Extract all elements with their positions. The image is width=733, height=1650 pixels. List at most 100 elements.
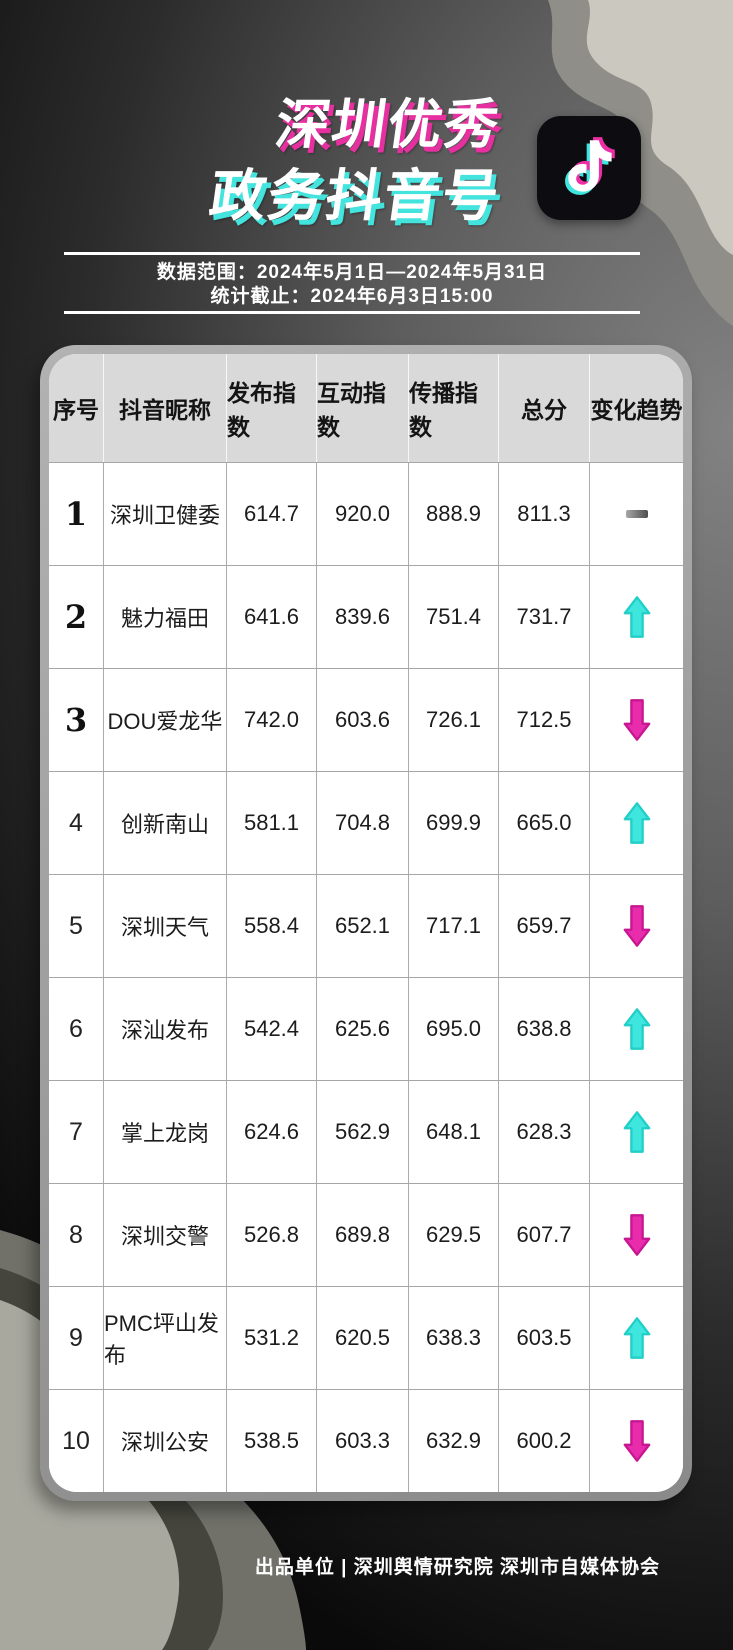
publish-index-cell: 614.7 (226, 463, 316, 565)
down-arrow-icon (622, 1418, 652, 1464)
publish-index-cell: 531.2 (226, 1287, 316, 1389)
header-rank: 序号 (53, 397, 99, 423)
rank-cell: 1 (49, 463, 103, 565)
publish-index-cell: 742.0 (226, 669, 316, 771)
interact-index-cell: 920.0 (316, 463, 408, 565)
meta-date-range: 数据范围：2024年5月1日—2024年5月31日 (156, 262, 548, 283)
account-name-cell: 创新南山 (103, 772, 226, 874)
rank-number: 8 (69, 1220, 83, 1249)
interact-index-cell: 620.5 (316, 1287, 408, 1389)
interact-index-cell: 652.1 (316, 875, 408, 977)
spread-index-cell: 726.1 (408, 669, 498, 771)
account-name-cell: 魅力福田 (103, 566, 226, 668)
interact-index-cell: 839.6 (316, 566, 408, 668)
total-score-cell: 731.7 (498, 566, 589, 668)
rank-number: 9 (69, 1323, 83, 1352)
spread-index-cell: 888.9 (408, 463, 498, 565)
interact-index-cell: 625.6 (316, 978, 408, 1080)
rank-number: 10 (62, 1426, 90, 1455)
page-title-line1: 深圳优秀 (271, 95, 505, 155)
rank-cell: 9 (49, 1287, 103, 1389)
spread-index-cell: 629.5 (408, 1184, 498, 1286)
trend-cell (589, 1287, 683, 1389)
publish-index-cell: 526.8 (226, 1184, 316, 1286)
spread-index-cell: 695.0 (408, 978, 498, 1080)
header-spread: 传播指数 (408, 354, 498, 462)
publish-index-cell: 558.4 (226, 875, 316, 977)
rank-cell: 8 (49, 1184, 103, 1286)
total-score-cell: 600.2 (498, 1390, 589, 1492)
trend-cell (589, 566, 683, 668)
rank-number: 4 (69, 808, 83, 837)
interact-index-cell: 603.3 (316, 1390, 408, 1492)
table-row: 3 DOU爱龙华 742.0 603.6 726.1 712.5 (49, 668, 683, 771)
total-score-cell: 811.3 (498, 463, 589, 565)
page-title: 深圳优秀 政务抖音号 (206, 95, 505, 227)
account-name-cell: 深汕发布 (103, 978, 226, 1080)
interact-index-cell: 562.9 (316, 1081, 408, 1183)
trend-cell (589, 875, 683, 977)
rank-number: 1 (64, 495, 88, 533)
account-name-cell: 深圳卫健委 (103, 463, 226, 565)
header-publish: 发布指数 (226, 354, 316, 462)
publish-index-cell: 538.5 (226, 1390, 316, 1492)
rank-number: 7 (69, 1117, 83, 1146)
ranking-table: 序号 抖音昵称 发布指数 互动指数 传播指数 总分 变化趋势 1 深圳卫健委 6… (49, 354, 683, 1492)
spread-index-cell: 717.1 (408, 875, 498, 977)
interact-index-cell: 704.8 (316, 772, 408, 874)
trend-cell (589, 1081, 683, 1183)
up-arrow-icon (622, 1006, 652, 1052)
spread-index-cell: 648.1 (408, 1081, 498, 1183)
up-arrow-icon (622, 1315, 652, 1361)
douyin-icon (565, 137, 615, 195)
total-score-cell: 665.0 (498, 772, 589, 874)
trend-cell (589, 669, 683, 771)
account-name-cell: DOU爱龙华 (103, 669, 226, 771)
page-title-line2: 政务抖音号 (205, 164, 505, 227)
total-score-cell: 659.7 (498, 875, 589, 977)
publish-index-cell: 641.6 (226, 566, 316, 668)
table-row: 9 PMC坪山发布 531.2 620.5 638.3 603.5 (49, 1286, 683, 1389)
table-body: 1 深圳卫健委 614.7 920.0 888.9 811.3 2 魅力福田 6… (49, 462, 683, 1492)
header-nickname: 抖音昵称 (103, 354, 226, 462)
rank-cell: 10 (49, 1390, 103, 1492)
total-score-cell: 628.3 (498, 1081, 589, 1183)
table-row: 8 深圳交警 526.8 689.8 629.5 607.7 (49, 1183, 683, 1286)
interact-index-cell: 603.6 (316, 669, 408, 771)
rank-cell: 4 (49, 772, 103, 874)
publish-index-cell: 581.1 (226, 772, 316, 874)
douyin-logo (537, 116, 641, 220)
account-name-cell: 深圳公安 (103, 1390, 226, 1492)
up-arrow-icon (622, 594, 652, 640)
down-arrow-icon (622, 697, 652, 743)
header-interact: 互动指数 (316, 354, 408, 462)
rank-cell: 7 (49, 1081, 103, 1183)
table-header-row: 序号 抖音昵称 发布指数 互动指数 传播指数 总分 变化趋势 (49, 354, 683, 462)
table-row: 2 魅力福田 641.6 839.6 751.4 731.7 (49, 565, 683, 668)
up-arrow-icon (622, 1109, 652, 1155)
account-name-cell: 掌上龙岗 (103, 1081, 226, 1183)
account-name-cell: 深圳交警 (103, 1184, 226, 1286)
rank-number: 2 (64, 598, 88, 636)
meta-info: 数据范围：2024年5月1日—2024年5月31日 统计截止：2024年6月3日… (64, 261, 640, 308)
total-score-cell: 603.5 (498, 1287, 589, 1389)
spread-index-cell: 699.9 (408, 772, 498, 874)
trend-cell (589, 1390, 683, 1492)
publish-index-cell: 542.4 (226, 978, 316, 1080)
rank-cell: 5 (49, 875, 103, 977)
trend-cell (589, 1184, 683, 1286)
divider-bottom (64, 311, 640, 314)
down-arrow-icon (622, 903, 652, 949)
footer-credits: 出品单位 | 深圳舆情研究院 深圳市自媒体协会 (254, 1557, 660, 1578)
rank-cell: 3 (49, 669, 103, 771)
divider-top (64, 252, 640, 255)
trend-cell (589, 772, 683, 874)
account-name-cell: PMC坪山发布 (103, 1287, 226, 1389)
account-name-cell: 深圳天气 (103, 875, 226, 977)
flat-dash-icon (625, 510, 648, 518)
rank-number: 6 (69, 1014, 83, 1043)
table-row: 7 掌上龙岗 624.6 562.9 648.1 628.3 (49, 1080, 683, 1183)
rank-number: 3 (64, 701, 88, 739)
header-total: 总分 (498, 354, 589, 462)
trend-cell (589, 978, 683, 1080)
